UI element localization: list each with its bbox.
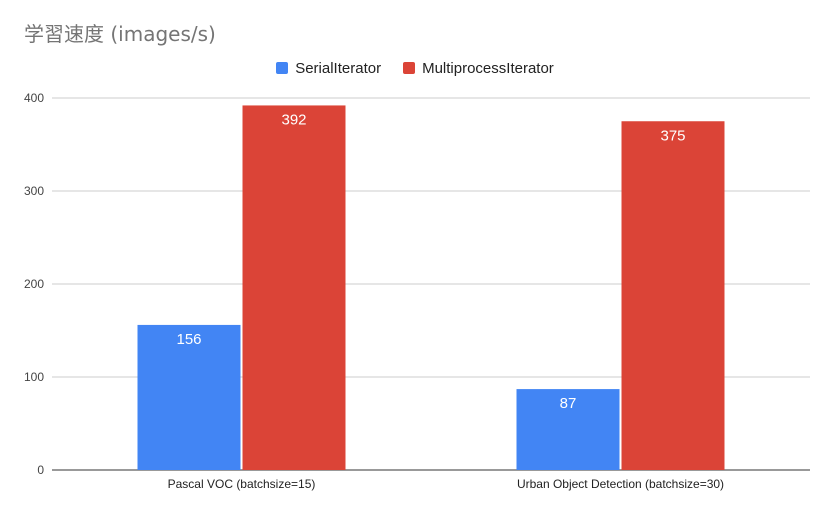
- y-tick-label-100: 100: [24, 370, 44, 384]
- y-tick-label-300: 300: [24, 184, 44, 198]
- legend-label-multiprocess: MultiprocessIterator: [422, 59, 554, 77]
- bar-1-0: [242, 105, 346, 470]
- x-tick-label-0: Pascal VOC (batchsize=15): [168, 477, 316, 491]
- data-label-0-1: 87: [560, 395, 577, 412]
- legend-swatch-multiprocess: [403, 62, 416, 74]
- bar-1-1: [621, 121, 725, 470]
- y-tick-label-200: 200: [24, 277, 44, 291]
- legend-swatch-serial: [276, 62, 289, 74]
- y-tick-label-400: 400: [24, 91, 44, 105]
- data-label-0-0: 156: [176, 331, 201, 348]
- bar-0-0: [137, 324, 241, 470]
- data-label-1-0: 392: [281, 111, 306, 128]
- bar-0-1: [516, 389, 620, 470]
- legend: SerialIterator MultiprocessIterator: [0, 58, 830, 78]
- data-label-1-1: 375: [660, 127, 685, 144]
- legend-item-multiprocess[interactable]: MultiprocessIterator: [403, 58, 554, 78]
- legend-label-serial: SerialIterator: [295, 59, 382, 77]
- chart-title: 学習速度 (images/s): [24, 22, 216, 46]
- x-tick-label-1: Urban Object Detection (batchsize=30): [517, 477, 724, 491]
- legend-item-serial[interactable]: SerialIterator: [276, 58, 381, 78]
- y-tick-label-0: 0: [37, 463, 44, 477]
